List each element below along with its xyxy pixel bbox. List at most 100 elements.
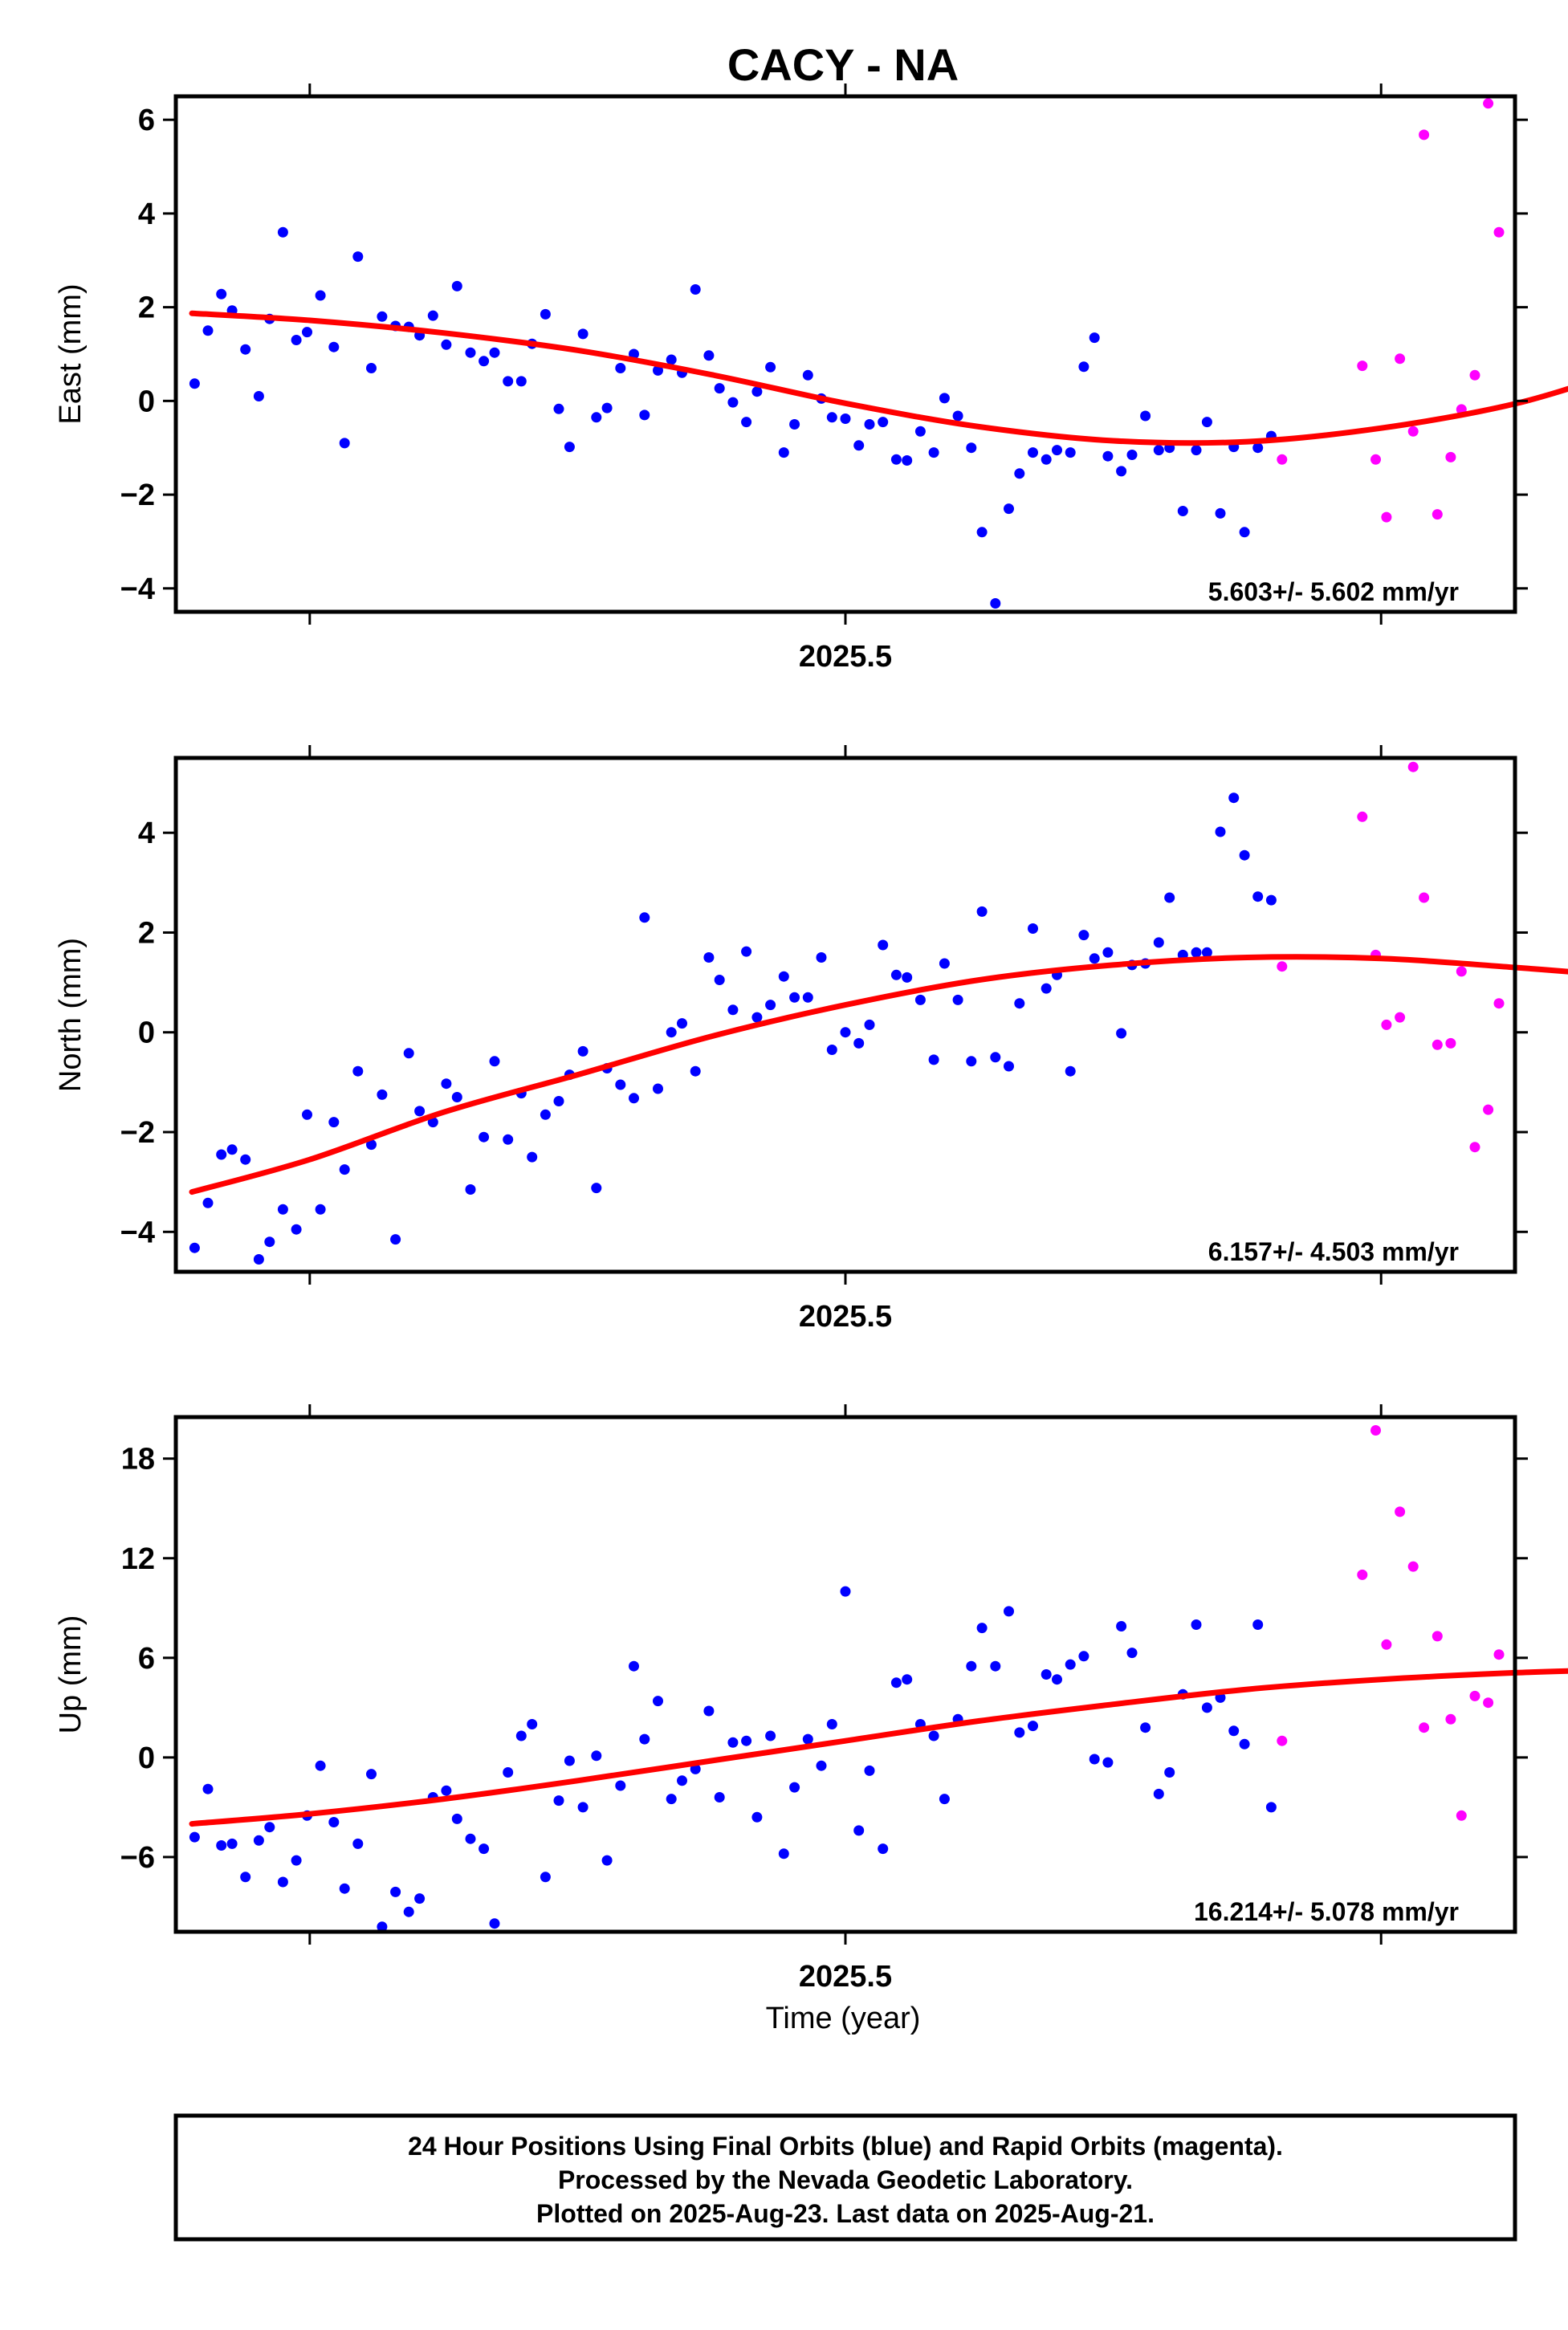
east-final-point-47	[778, 447, 789, 458]
up-rapid-point-8	[1445, 1713, 1456, 1725]
panel-north: −4 −2 0 2 4 2025.5 North (mm) 6.157+/- 4.503…	[54, 745, 1568, 1334]
up-final-point-48	[789, 1782, 800, 1793]
east-final-point-49	[802, 369, 813, 381]
east-final-point-45	[751, 386, 763, 397]
east-final-point-60	[939, 393, 950, 404]
up-final-point-35	[629, 1660, 639, 1672]
up-final-point-1	[202, 1783, 214, 1794]
north-ytick-label-0: −4	[120, 1216, 155, 1249]
up-final-point-15	[377, 1921, 388, 1933]
north-final-point-32	[591, 1183, 602, 1194]
up-rapid-point-11	[1483, 1697, 1494, 1709]
up-final-point-17	[403, 1906, 414, 1917]
up-rapid-point-3	[1381, 1639, 1392, 1650]
east-final-point-71	[1078, 361, 1089, 373]
up-final-point-4	[240, 1872, 251, 1883]
north-rapid-point-10	[1469, 1142, 1480, 1153]
north-final-point-4	[240, 1154, 251, 1165]
up-final-point-68	[1041, 1669, 1052, 1680]
north-rapid-point-5	[1407, 761, 1419, 772]
north-final-point-7	[277, 1204, 288, 1215]
east-plot-frame	[173, 94, 1517, 614]
up-final-point-21	[451, 1813, 462, 1824]
north-rapid-point-7	[1432, 1039, 1443, 1050]
up-final-point-64	[990, 1660, 1001, 1672]
north-final-point-65	[1004, 1061, 1014, 1072]
east-final-point-55	[878, 417, 889, 428]
east-final-point-84	[1239, 527, 1250, 538]
north-final-point-56	[890, 969, 902, 980]
up-final-point-47	[778, 1848, 789, 1860]
north-final-point-74	[1116, 1028, 1127, 1039]
east-final-point-4	[240, 344, 251, 355]
east-final-point-79	[1177, 506, 1188, 516]
up-final-point-73	[1102, 1757, 1114, 1768]
up-rapid-point-7	[1432, 1631, 1443, 1642]
north-y-axis-label: North (mm)	[54, 938, 88, 1092]
up-final-point-23	[479, 1843, 490, 1855]
east-final-point-75	[1126, 450, 1138, 460]
east-final-point-34	[615, 363, 626, 373]
up-final-point-65	[1004, 1606, 1014, 1617]
up-final-point-0	[189, 1831, 200, 1843]
up-final-point-12	[339, 1883, 350, 1894]
up-final-point-20	[441, 1785, 452, 1796]
east-final-point-41	[703, 350, 715, 361]
up-final-point-34	[615, 1780, 626, 1791]
up-final-point-84	[1239, 1738, 1250, 1750]
up-rapid-point-4	[1395, 1506, 1406, 1517]
up-final-point-37	[653, 1696, 663, 1707]
north-final-point-43	[727, 1004, 739, 1016]
up-rapid-point-6	[1419, 1722, 1430, 1733]
up-x-tick-label: 2025.5	[799, 1960, 892, 1994]
north-rapid-point-3	[1381, 1019, 1392, 1030]
up-rapid-point-10	[1469, 1690, 1480, 1701]
up-final-point-50	[816, 1760, 827, 1771]
up-final-point-52	[840, 1586, 851, 1597]
east-rapid-point-3	[1381, 511, 1392, 523]
east-rapid-point-7	[1432, 509, 1443, 520]
north-final-point-60	[939, 958, 950, 969]
east-final-point-64	[990, 598, 1001, 609]
north-final-point-64	[990, 1052, 1001, 1063]
north-final-point-23	[479, 1131, 490, 1143]
east-y-axis-label: East (mm)	[54, 283, 88, 424]
north-final-point-82	[1215, 826, 1226, 837]
up-final-point-76	[1140, 1722, 1151, 1733]
north-final-point-24	[489, 1056, 500, 1067]
east-final-point-44	[741, 417, 752, 428]
up-final-point-39	[677, 1775, 687, 1786]
north-final-point-5	[253, 1254, 264, 1265]
up-final-point-30	[564, 1755, 575, 1766]
north-final-point-39	[677, 1018, 687, 1029]
east-final-point-28	[540, 308, 551, 320]
up-final-point-5	[253, 1835, 264, 1846]
x-axis-label: Time (year)	[766, 2002, 921, 2035]
north-final-point-19	[427, 1117, 438, 1128]
east-final-point-21	[451, 280, 462, 291]
east-final-point-10	[315, 290, 326, 301]
up-final-point-54	[864, 1765, 875, 1776]
east-final-point-56	[890, 454, 902, 465]
north-final-point-61	[952, 994, 963, 1005]
up-final-point-29	[553, 1795, 564, 1807]
up-rapid-points	[1277, 1425, 1505, 1821]
east-ytick-label-4: 4	[138, 198, 155, 231]
up-final-point-69	[1052, 1674, 1062, 1685]
north-final-point-66	[1014, 998, 1025, 1009]
east-ytick-label-1: −2	[120, 479, 155, 512]
east-final-point-58	[914, 426, 926, 437]
north-final-point-36	[639, 912, 650, 923]
up-final-point-70	[1065, 1659, 1076, 1670]
up-final-point-71	[1078, 1651, 1089, 1662]
north-final-point-0	[189, 1242, 200, 1253]
up-rapid-point-5	[1407, 1561, 1419, 1572]
north-final-point-83	[1228, 792, 1240, 804]
north-rapid-point-8	[1445, 1037, 1456, 1049]
east-final-point-0	[189, 378, 200, 389]
east-final-point-81	[1201, 417, 1212, 428]
north-rate-label: 6.157+/- 4.503 mm/yr	[1208, 1237, 1459, 1266]
east-final-point-13	[352, 251, 364, 263]
north-final-point-44	[741, 946, 752, 957]
east-rapid-point-1	[1357, 360, 1368, 372]
